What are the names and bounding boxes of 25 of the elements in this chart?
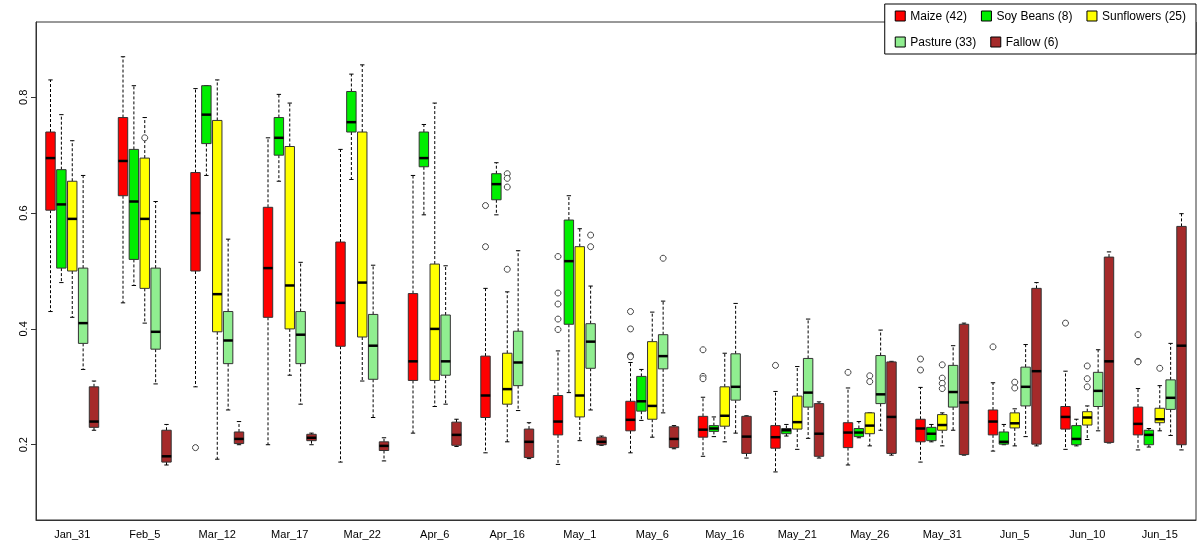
x-tick-label: May_26 <box>850 527 890 540</box>
x-tick-label: May_1 <box>563 527 597 540</box>
legend-label: Sunflowers (25) <box>1101 9 1187 23</box>
legend-label: Soy Beans (8) <box>996 9 1073 23</box>
y-tick-label: 0.6 <box>16 205 29 221</box>
x-tick-label: Mar_17 <box>271 527 309 540</box>
legend-label: Maize (42) <box>910 9 967 23</box>
x-tick-label: May_31 <box>922 527 962 540</box>
x-tick-label: Apr_16 <box>489 527 525 540</box>
x-tick-label: Jan_31 <box>54 527 91 540</box>
x-tick-label: Jun_15 <box>1141 527 1178 540</box>
legend-label: Fallow (6) <box>1005 35 1059 49</box>
x-tick-label: May_21 <box>777 527 817 540</box>
x-tick-label: Mar_22 <box>343 527 381 540</box>
x-tick-label: May_6 <box>635 527 669 540</box>
x-tick-label: May_16 <box>705 527 745 540</box>
x-tick-label: Feb_5 <box>129 527 161 540</box>
y-tick-label: 0.4 <box>16 321 29 337</box>
legend-label: Pasture (33) <box>910 35 977 49</box>
x-tick-label: Jun_10 <box>1069 527 1106 540</box>
x-tick-label: Mar_12 <box>198 527 236 540</box>
x-tick-label: Jun_5 <box>999 527 1030 540</box>
y-tick-label: 0.8 <box>16 89 29 105</box>
x-tick-label: Apr_6 <box>420 527 450 540</box>
y-tick-label: 0.2 <box>16 437 29 453</box>
